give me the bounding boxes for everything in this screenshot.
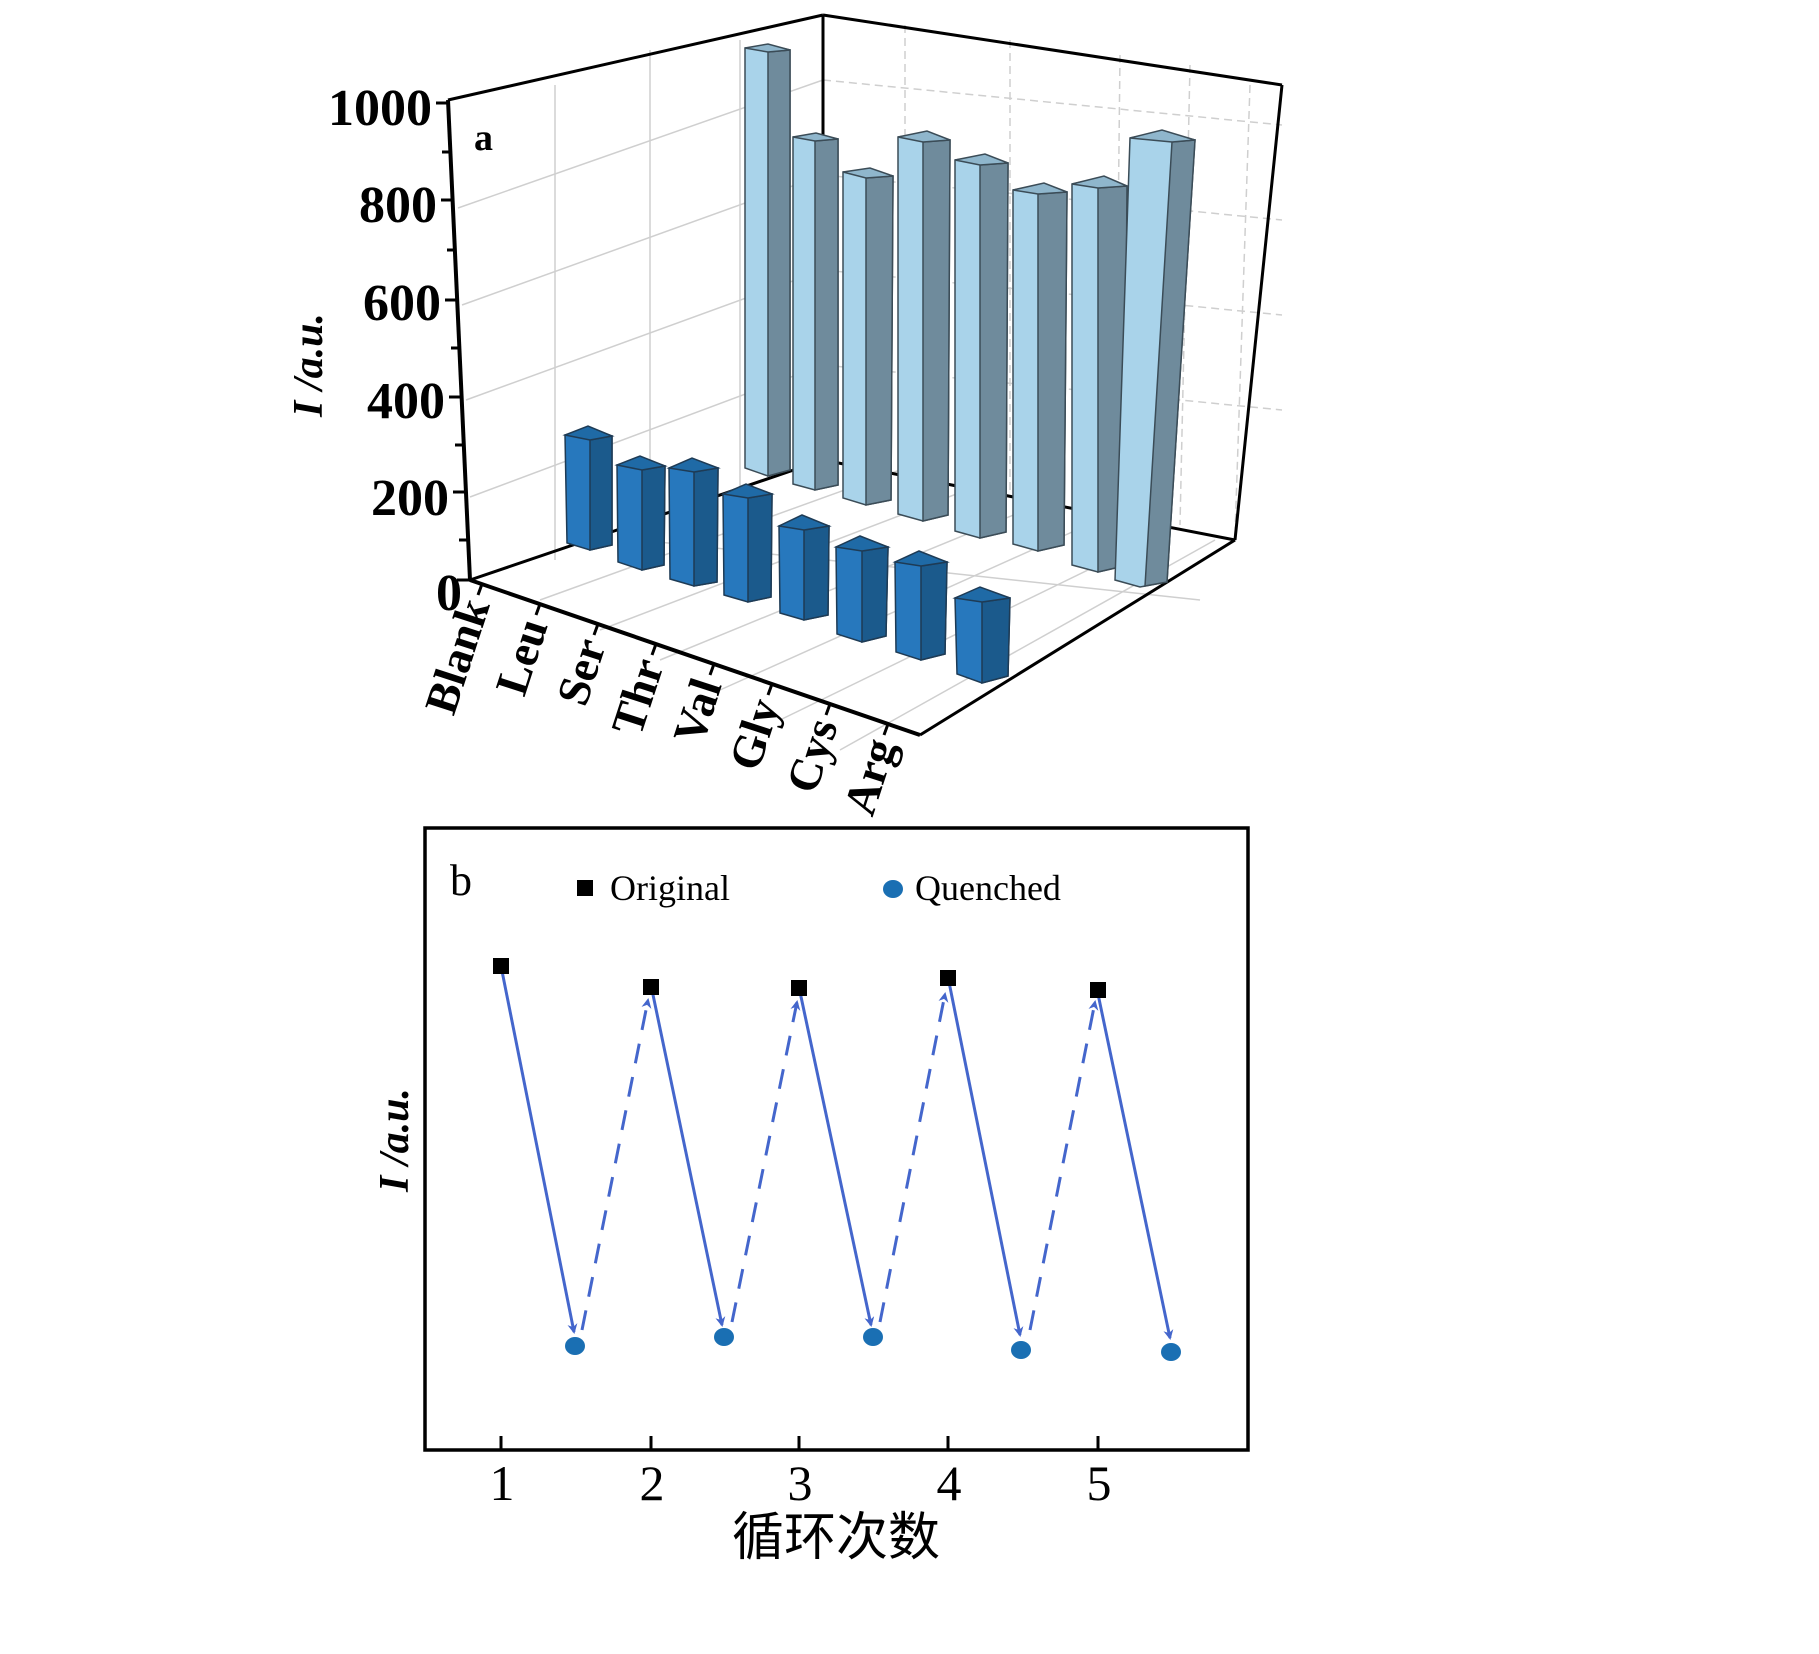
x-tick-3: 3 bbox=[788, 1455, 813, 1511]
legend-b: Original Quenched bbox=[577, 868, 1061, 908]
x-category-blank: Blank bbox=[415, 592, 500, 720]
x-category-cys: Cys bbox=[776, 712, 847, 798]
x-tick-5: 5 bbox=[1087, 1455, 1112, 1511]
legend-quenched-marker bbox=[883, 880, 903, 898]
plot-frame-b bbox=[423, 826, 1250, 1452]
y-axis-a: 1000 800 600 400 200 0 I /a.u. bbox=[286, 80, 472, 622]
bar-back-arg bbox=[1114, 129, 1196, 588]
panel-b-cycle-chart: b Original Quenched bbox=[372, 826, 1250, 1567]
x-tick-2: 2 bbox=[640, 1455, 665, 1511]
x-category-leu: Leu bbox=[485, 612, 557, 701]
legend-original-marker bbox=[577, 880, 593, 896]
quenched-point-4 bbox=[1011, 1341, 1031, 1359]
y-tick-600: 600 bbox=[363, 275, 441, 332]
y-tick-1000: 1000 bbox=[328, 80, 432, 137]
bar-back-leu bbox=[792, 132, 839, 491]
back-row-bars bbox=[744, 43, 1196, 588]
x-category-val: Val bbox=[663, 672, 732, 749]
panel-label-b: b bbox=[450, 856, 472, 905]
x-tick-1: 1 bbox=[490, 1455, 515, 1511]
y-axis-label-a: I /a.u. bbox=[286, 313, 332, 418]
original-point-3 bbox=[791, 980, 807, 996]
bar-back-thr bbox=[897, 130, 951, 522]
original-point-2 bbox=[643, 979, 659, 995]
original-point-5 bbox=[1090, 982, 1106, 998]
x-category-gly: Gly bbox=[719, 692, 790, 776]
bar-back-blank bbox=[744, 43, 791, 477]
bar-front-arg bbox=[952, 586, 1011, 684]
quenched-point-3 bbox=[863, 1328, 883, 1346]
y-tick-400: 400 bbox=[367, 373, 445, 430]
bar-front-ser bbox=[666, 457, 721, 587]
bar-front-val bbox=[776, 514, 832, 621]
x-tick-4: 4 bbox=[937, 1455, 962, 1511]
original-markers bbox=[493, 958, 1106, 998]
x-category-arg: Arg bbox=[833, 732, 905, 821]
x-category-ser: Ser bbox=[546, 632, 615, 711]
panel-label-a: a bbox=[474, 117, 493, 159]
bar-front-gly bbox=[833, 535, 891, 643]
bar-front-cys bbox=[892, 550, 950, 661]
bar-back-val bbox=[954, 153, 1009, 539]
legend-original-label: Original bbox=[610, 868, 730, 908]
y-tick-200: 200 bbox=[371, 470, 449, 527]
x-category-thr: Thr bbox=[601, 652, 673, 741]
bar-front-thr bbox=[720, 483, 775, 603]
x-axis-b: 1 2 3 4 5 循环次数 bbox=[490, 1436, 1112, 1567]
cycle-arrows bbox=[499, 965, 1174, 1340]
bar-front-blank bbox=[562, 425, 615, 551]
y-tick-0: 0 bbox=[436, 565, 462, 622]
quenched-point-1 bbox=[565, 1337, 585, 1355]
original-point-1 bbox=[493, 958, 509, 974]
quenched-point-5 bbox=[1161, 1343, 1181, 1361]
legend-quenched-label: Quenched bbox=[915, 868, 1061, 908]
quenched-markers bbox=[565, 1328, 1181, 1361]
original-point-4 bbox=[940, 970, 956, 986]
bar-back-ser bbox=[842, 167, 894, 506]
x-axis-label-b: 循环次数 bbox=[732, 1510, 940, 1567]
y-axis-label-b: I /a.u. bbox=[372, 1088, 418, 1193]
bar-front-leu bbox=[614, 455, 668, 571]
bar-back-gly bbox=[1012, 182, 1068, 552]
panel-a-3d-bar-chart: 1000 800 600 400 200 0 I /a.u. a bbox=[286, 13, 1284, 821]
y-tick-800: 800 bbox=[359, 177, 437, 234]
front-row-bars bbox=[562, 425, 1011, 684]
quenched-point-2 bbox=[714, 1328, 734, 1346]
